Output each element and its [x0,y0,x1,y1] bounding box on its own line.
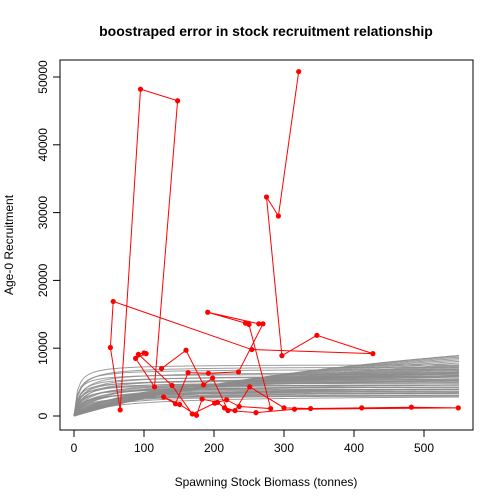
observed-point [177,401,183,408]
y-axis-label: Age-0 Recruitment [2,194,16,295]
y-tick-label: 50000 [36,60,50,94]
observed-point [221,405,228,411]
observed-point [247,384,253,390]
observed-point [214,399,221,406]
observed-point [169,382,175,389]
observed-line [109,71,459,417]
observed-point [172,401,179,407]
observed-point [133,355,139,361]
observed-point [268,405,274,412]
observed-point [308,405,314,412]
observed-point [279,353,285,359]
observed-point [117,407,123,413]
observed-series [107,68,461,418]
y-tick-label: 40000 [36,128,50,162]
observed-point [185,370,191,376]
x-tick-label: 200 [204,441,224,455]
observed-point [137,86,144,92]
observed-point [110,298,116,305]
observed-point [260,321,266,327]
observed-point [253,410,259,416]
observed-point [141,350,147,356]
x-tick-label: 100 [134,441,154,455]
observed-point [175,98,181,104]
observed-point [232,407,238,414]
observed-point [263,194,270,200]
bootstrap-curve [73,396,460,417]
observed-point [189,411,195,417]
y-axis: 0 10000 20000 30000 40000 50000 [36,60,61,419]
x-tick-label: 0 [71,441,78,455]
observed-point [242,320,249,326]
y-tick-label: 10000 [36,331,50,365]
chart-title: boostraped error in stock recruitment re… [99,23,433,39]
observed-point [236,403,242,410]
observed-point [200,382,207,388]
observed-point [183,347,189,353]
y-tick-label: 30000 [36,196,50,230]
observed-point [235,369,242,375]
bootstrap-curve [73,384,459,417]
bootstrap-curves [73,354,460,417]
observed-point [370,351,376,357]
observed-point [107,344,113,351]
observed-point [291,406,298,412]
y-tick-label: 0 [36,412,50,419]
observed-point [205,309,211,315]
x-axis: 0 100 200 300 400 500 [71,429,434,455]
observed-point [359,405,365,411]
observed-point [205,370,211,376]
observed-point [158,365,165,372]
observed-point [210,375,216,381]
x-axis-label: Spawning Stock Biomass (tonnes) [175,475,358,489]
observed-point [275,213,281,219]
bootstrap-curve [73,380,460,417]
bootstrap-curve [73,354,460,417]
observed-point [225,407,231,414]
x-tick-label: 500 [414,441,434,455]
bootstrap-curve [73,384,460,417]
observed-point [151,384,158,390]
observed-point [199,396,205,402]
observed-point [161,394,167,400]
observed-point [224,397,230,403]
observed-point [193,412,200,418]
y-tick-label: 20000 [36,263,50,297]
observed-point [314,332,320,338]
observed-point [249,346,255,353]
observed-point [296,68,302,75]
observed-point [281,405,287,411]
observed-point [256,321,262,327]
observed-point [135,351,141,357]
bootstrap-curve [73,365,460,417]
x-tick-label: 400 [344,441,364,455]
observed-point [408,404,414,410]
x-tick-label: 300 [274,441,294,455]
observed-point [455,405,461,411]
